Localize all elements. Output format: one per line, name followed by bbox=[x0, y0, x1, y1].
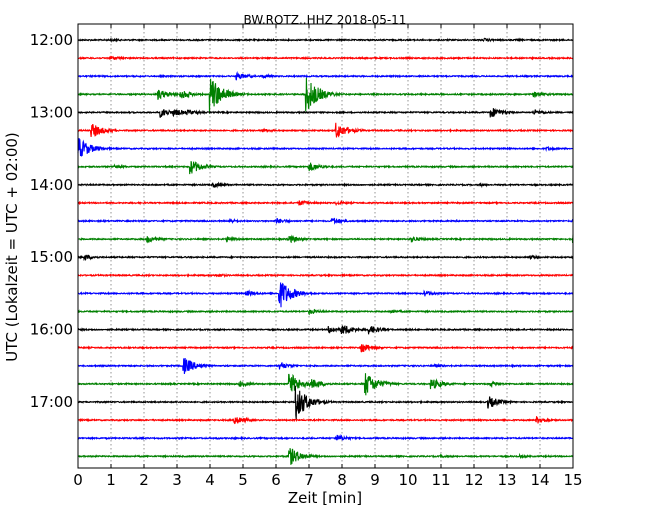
x-tick-label: 11 bbox=[431, 471, 450, 489]
x-axis: 0 1 2 3 4 5 6 7 8 9 10 11 12 13 14 15 bbox=[73, 24, 583, 489]
x-tick-label: 13 bbox=[497, 471, 516, 489]
x-tick-label: 5 bbox=[238, 471, 248, 489]
seismogram-trace bbox=[77, 325, 573, 335]
seismogram-trace bbox=[77, 416, 574, 425]
seismogram-trace bbox=[77, 181, 574, 189]
seismogram-trace bbox=[77, 344, 574, 353]
seismogram-trace bbox=[77, 199, 574, 207]
x-tick-label: 8 bbox=[337, 471, 347, 489]
seismogram-trace bbox=[77, 107, 574, 118]
x-tick-label: 1 bbox=[106, 471, 116, 489]
seismogram-trace bbox=[77, 122, 574, 138]
seismogram-trace bbox=[77, 272, 574, 278]
seismogram-trace bbox=[77, 37, 573, 43]
y-tick-label: 14:00 bbox=[30, 176, 73, 194]
seismogram-trace bbox=[77, 434, 574, 442]
seismogram-trace bbox=[77, 77, 574, 114]
seismogram-trace bbox=[77, 55, 574, 61]
x-tick-label: 4 bbox=[205, 471, 215, 489]
seismogram-trace bbox=[77, 373, 574, 396]
seismogram-trace bbox=[77, 234, 574, 244]
x-tick-label: 7 bbox=[304, 471, 314, 489]
y-tick-label: 12:00 bbox=[30, 31, 73, 49]
seismogram-trace bbox=[77, 217, 574, 225]
y-tick-label: 13:00 bbox=[30, 103, 73, 121]
seismogram-trace bbox=[77, 138, 574, 157]
seismogram-trace bbox=[77, 385, 574, 420]
y-axis-label: UTC (Lokalzeit = UTC + 02:00) bbox=[3, 132, 21, 362]
y-axis: 12:00 13:00 14:00 15:00 16:00 17:00 bbox=[30, 31, 573, 411]
x-tick-label: 0 bbox=[73, 471, 83, 489]
traces bbox=[77, 37, 574, 465]
x-axis-label: Zeit [min] bbox=[288, 489, 362, 507]
seismogram-trace bbox=[77, 161, 574, 175]
chart-title: BW.ROTZ..HHZ 2018-05-11 bbox=[244, 13, 407, 27]
y-tick-label: 15:00 bbox=[30, 248, 73, 266]
x-tick-label: 12 bbox=[464, 471, 483, 489]
seismogram-trace bbox=[77, 357, 574, 374]
plot-frame bbox=[77, 23, 574, 469]
x-tick-label: 10 bbox=[398, 471, 417, 489]
seismogram-trace bbox=[77, 254, 574, 262]
x-tick-label: 9 bbox=[370, 471, 380, 489]
x-tick-label: 6 bbox=[271, 471, 281, 489]
y-tick-label: 16:00 bbox=[30, 321, 73, 339]
seismogram-trace bbox=[77, 448, 574, 465]
x-tick-label: 2 bbox=[139, 471, 149, 489]
x-tick-label: 15 bbox=[563, 471, 582, 489]
x-tick-label: 3 bbox=[172, 471, 182, 489]
x-tick-label: 14 bbox=[530, 471, 549, 489]
seismogram-trace bbox=[77, 282, 574, 308]
seismogram-trace bbox=[77, 308, 574, 316]
seismogram-trace bbox=[78, 70, 574, 81]
y-tick-label: 17:00 bbox=[30, 393, 73, 411]
